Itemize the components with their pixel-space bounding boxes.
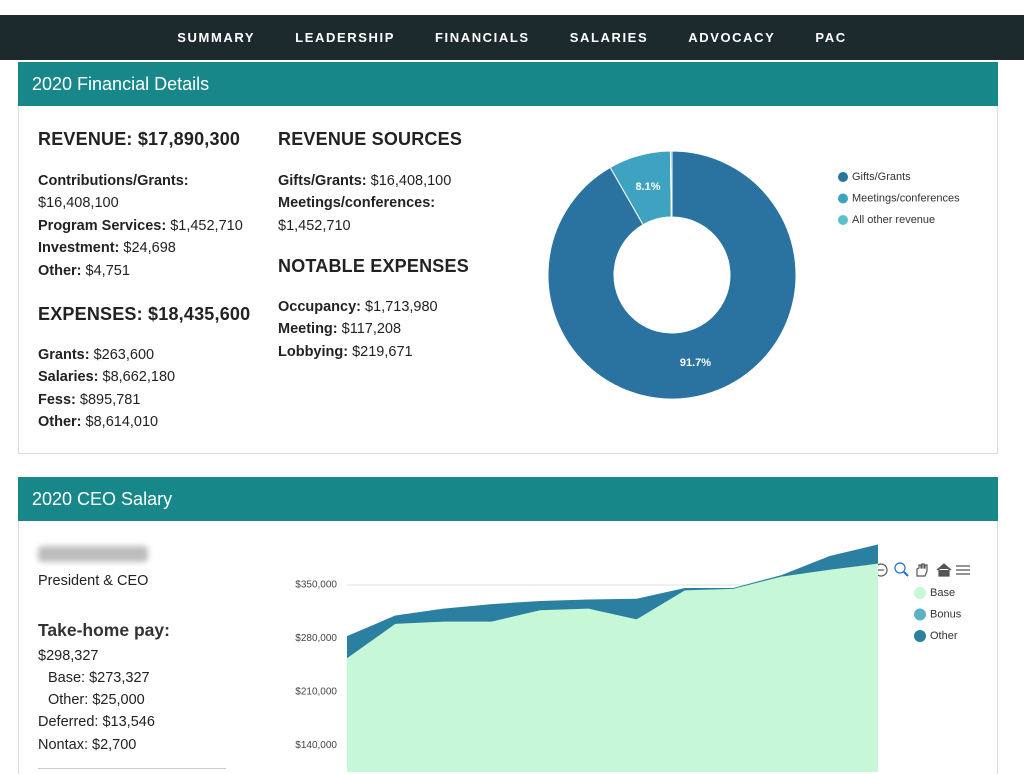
nav-item[interactable]: ADVOCACY bbox=[688, 30, 776, 45]
item: Other: $8,614,010 bbox=[38, 411, 268, 433]
item-label: Meeting: bbox=[278, 321, 338, 338]
card-title: 2020 Financial Details bbox=[18, 62, 998, 106]
expenses-heading: NOTABLE EXPENSES bbox=[278, 255, 469, 277]
item: Other: $4,751 bbox=[38, 260, 268, 282]
item-label: Investment: bbox=[38, 240, 120, 257]
nav-item[interactable]: PAC bbox=[815, 30, 847, 45]
item-label: Other: bbox=[38, 414, 82, 431]
revenue-heading: REVENUE: $17,890,300 bbox=[38, 128, 240, 150]
y-tick-label: $140,000 bbox=[295, 740, 337, 751]
item-label: Contributions/Grants: bbox=[38, 173, 189, 189]
take-home-heading: Take-home pay: bbox=[38, 620, 170, 640]
item-value: $16,408,100 bbox=[370, 173, 452, 189]
legend-swatch bbox=[914, 630, 926, 642]
heading: EXPENSES: $18,435,600 bbox=[38, 304, 251, 324]
pan[interactable] bbox=[916, 563, 928, 577]
legend-label[interactable]: Other bbox=[930, 630, 958, 642]
nav-item[interactable]: SUMMARY bbox=[177, 30, 256, 45]
home[interactable] bbox=[936, 563, 952, 577]
pay-line: Deferred: $13,546 bbox=[38, 714, 155, 730]
y-tick-label: $350,000 bbox=[295, 580, 337, 591]
revenue-items: Contributions/Grants: $16,408,100 Program… bbox=[38, 170, 268, 282]
y-tick-label: $210,000 bbox=[295, 686, 337, 697]
donut-slice bbox=[547, 150, 797, 400]
heading: NOTABLE EXPENSES bbox=[278, 256, 469, 276]
legend-label: Meetings/conferences bbox=[852, 192, 960, 204]
item-label: Meetings/conferences: bbox=[278, 195, 436, 212]
nav-item[interactable]: SALARIES bbox=[569, 30, 649, 45]
financial-card bbox=[18, 62, 998, 454]
item: Investment: $24,698 bbox=[38, 237, 268, 259]
ceo-role: President & CEO bbox=[38, 573, 149, 589]
sources-items: Gifts/Grants: $16,408,100 Meetings/confer… bbox=[278, 170, 478, 237]
item-value: $16,408,100 bbox=[38, 195, 119, 212]
item-value: $1,713,980 bbox=[365, 299, 438, 315]
item: Meetings/conferences: $1,452,710 bbox=[278, 192, 478, 237]
item: Grants: $263,600 bbox=[38, 344, 268, 366]
pay-line: Base: $273,327 bbox=[48, 670, 150, 686]
menu[interactable] bbox=[956, 565, 970, 575]
pay-line: Nontax: $2,700 bbox=[38, 737, 137, 753]
item-label: Occupancy: bbox=[278, 299, 361, 315]
item: Salaries: $8,662,180 bbox=[38, 366, 268, 388]
area bbox=[347, 544, 878, 659]
item-label: Other: bbox=[38, 262, 82, 279]
item-value: $263,600 bbox=[93, 347, 155, 363]
item-label: Program Services: bbox=[38, 217, 167, 234]
item-label: Gifts/Grants: bbox=[278, 173, 367, 189]
item-value: $895,781 bbox=[79, 391, 141, 408]
area bbox=[347, 563, 878, 772]
legend-swatch bbox=[914, 608, 926, 621]
item-label: Grants: bbox=[38, 347, 90, 363]
legend-label: All other revenue bbox=[852, 214, 935, 226]
item: Contributions/Grants: $16,408,100 bbox=[38, 170, 268, 215]
heading: REVENUE SOURCES bbox=[278, 129, 463, 149]
y-tick-label: $280,000 bbox=[295, 633, 337, 644]
legend-label[interactable]: Bonus bbox=[930, 608, 962, 620]
heading: REVENUE: $17,890,300 bbox=[38, 129, 241, 149]
item: Meeting: $117,208 bbox=[278, 318, 478, 340]
divider bbox=[38, 768, 226, 769]
zoom-select[interactable] bbox=[894, 562, 906, 574]
legend-swatch bbox=[838, 172, 848, 182]
item-value: $24,698 bbox=[123, 240, 176, 257]
card-title: 2020 CEO Salary bbox=[18, 477, 998, 521]
item: Lobbying: $219,671 bbox=[278, 341, 478, 363]
nav-item[interactable]: FINANCIALS bbox=[434, 30, 530, 45]
pay-line: $298,327 bbox=[38, 648, 99, 664]
expenses-heading: EXPENSES: $18,435,600 bbox=[38, 303, 250, 325]
legend-swatch bbox=[838, 193, 848, 204]
slice-label: 8.1% bbox=[635, 181, 660, 193]
zoom-select-icon bbox=[903, 571, 909, 577]
notable-items: Occupancy: $1,713,980 Meeting: $117,208 Lo… bbox=[278, 296, 478, 363]
legend-label[interactable]: Base bbox=[930, 587, 955, 599]
item: Program Services: $1,452,710 bbox=[38, 215, 268, 237]
item-value: $8,614,010 bbox=[85, 414, 159, 431]
item-label: Fess: bbox=[38, 391, 76, 408]
legend-swatch bbox=[914, 587, 926, 599]
item-value: $1,452,710 bbox=[278, 217, 351, 234]
donut-slice bbox=[669, 150, 673, 218]
item-value: $8,662,180 bbox=[102, 369, 176, 386]
nav-bar: SUMMARY LEADERSHIP FINANCIALS SALARIES ADVOC… bbox=[0, 15, 1024, 60]
item-label: Salaries: bbox=[38, 369, 99, 386]
legend-label: Gifts/Grants bbox=[852, 171, 911, 183]
item-value: $1,452,710 bbox=[170, 217, 243, 234]
item-value: $117,208 bbox=[341, 321, 402, 338]
item-value: $219,671 bbox=[352, 343, 413, 360]
nav-item[interactable]: LEADERSHIP bbox=[295, 30, 395, 45]
item-value: $4,751 bbox=[85, 262, 130, 279]
blurred-name bbox=[38, 546, 148, 562]
item-label: Lobbying: bbox=[278, 343, 349, 360]
item: Fess: $895,781 bbox=[38, 389, 268, 411]
slice-label: 91.7% bbox=[680, 357, 711, 369]
sources-heading: REVENUE SOURCES bbox=[278, 128, 462, 150]
item: Gifts/Grants: $16,408,100 bbox=[278, 170, 478, 192]
pay-line: Other: $25,000 bbox=[48, 692, 145, 708]
expenses-items: Grants: $263,600 Salaries: $8,662,180 Fess… bbox=[38, 344, 268, 434]
legend-swatch bbox=[838, 215, 848, 225]
item: Occupancy: $1,713,980 bbox=[278, 296, 478, 318]
